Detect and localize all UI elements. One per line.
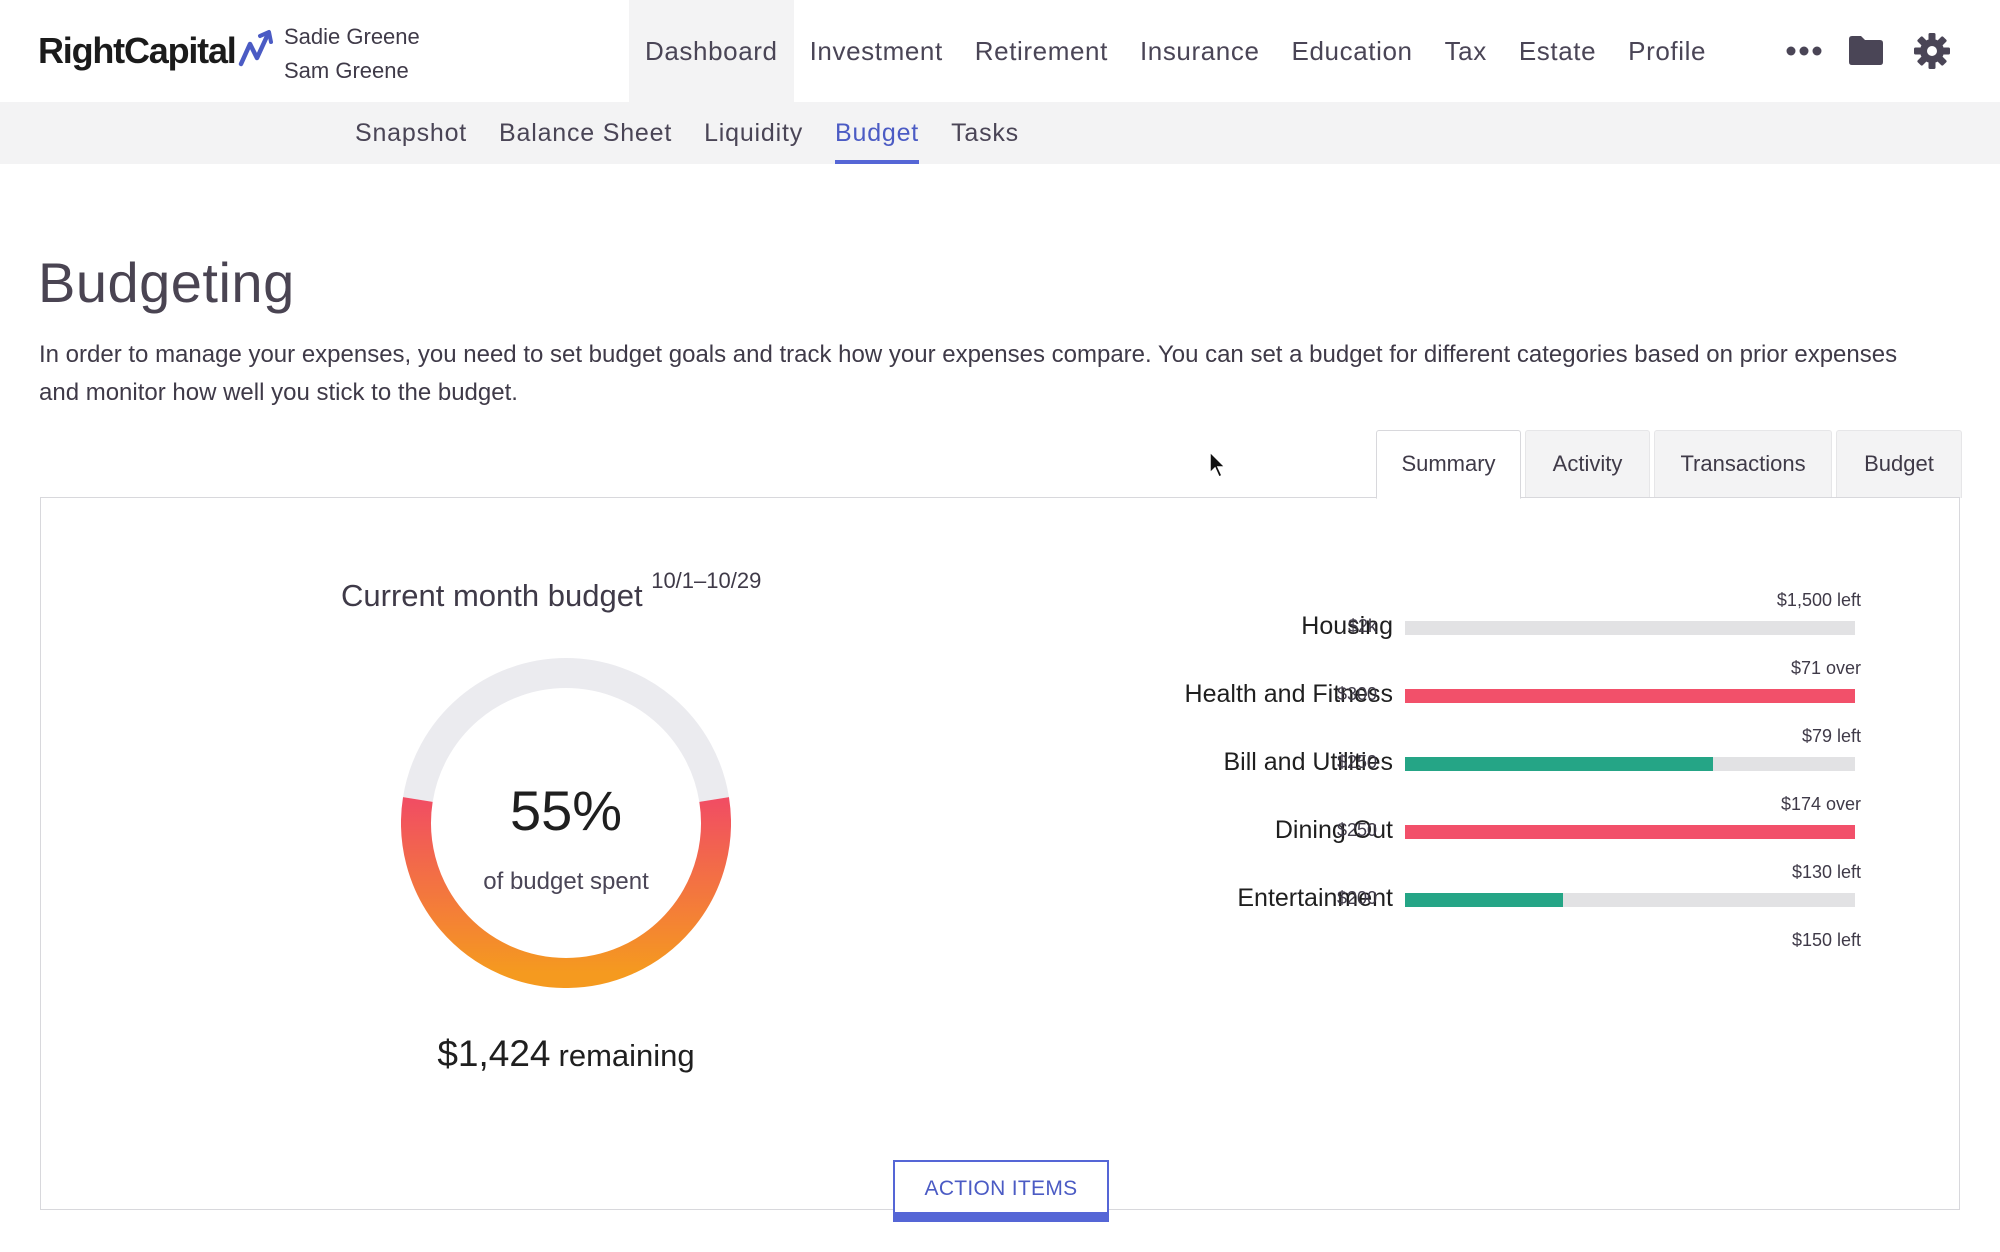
- gear-icon[interactable]: [1914, 33, 1950, 69]
- subnav-tasks[interactable]: Tasks: [951, 119, 1019, 147]
- date-range: 10/1–10/29: [651, 568, 762, 593]
- donut-track: [403, 658, 729, 802]
- category-bar-track: [1405, 689, 1855, 703]
- category-row-health-and-fitness: $71 over Health and Fitness $300: [741, 658, 1861, 726]
- subnav-budget[interactable]: Budget: [819, 102, 935, 164]
- nav-tax[interactable]: Tax: [1444, 36, 1487, 66]
- client-name-1: Sadie Greene: [284, 24, 420, 49]
- client-names[interactable]: Sadie Greene Sam Greene: [284, 20, 420, 88]
- category-row-bill-and-utilities: $79 left Bill and Utilities $250: [741, 726, 1861, 794]
- nav-insurance[interactable]: Insurance: [1139, 36, 1260, 66]
- nav-retirement[interactable]: Retirement: [974, 36, 1108, 66]
- nav-investment[interactable]: Investment: [809, 36, 943, 66]
- donut-spent-arc: [401, 797, 731, 988]
- remaining-label: remaining: [558, 1038, 695, 1073]
- folder-icon[interactable]: [1848, 34, 1884, 66]
- page-description: In order to manage your expenses, you ne…: [39, 341, 1898, 406]
- category-bar-fill: [1405, 689, 1855, 703]
- category-remaining-note: $71 over: [1790, 658, 1861, 678]
- percent-caption: of budget spent: [483, 868, 649, 895]
- tab-transactions[interactable]: Transactions: [1654, 430, 1832, 498]
- tab-activity[interactable]: Activity: [1525, 430, 1650, 498]
- category-remaining-note: $130 left: [1791, 862, 1861, 882]
- budget-donut-chart: [401, 658, 731, 988]
- nav-education[interactable]: Education: [1291, 36, 1413, 66]
- category-row-entertainment: $130 left Entertainment $200: [741, 862, 1861, 930]
- remaining-amount: $1,424: [437, 1033, 551, 1074]
- current-month-label: Current month budget: [341, 578, 643, 613]
- page-title: Budgeting: [38, 251, 295, 314]
- action-items-button[interactable]: ACTION ITEMS: [893, 1160, 1109, 1222]
- percent-spent: 55%: [509, 779, 623, 842]
- main-nav: Dashboard Investment Retirement Insuranc…: [629, 0, 1722, 102]
- category-budget-amount: $250: [1336, 752, 1377, 772]
- sub-nav-bar: Snapshot Balance Sheet Liquidity Budget …: [0, 102, 2000, 164]
- category-budget-amount: $200: [1336, 888, 1377, 908]
- current-month-title: Current month budget 10/1–10/29: [341, 568, 761, 614]
- nav-profile[interactable]: Profile: [1628, 36, 1707, 66]
- category-row-loan-payment: $150 leftLoan Payment$150: [741, 930, 1861, 950]
- category-row-dining-out: $174 over Dining Out $250: [741, 794, 1861, 862]
- category-remaining-note: $150 left: [1791, 930, 1861, 950]
- category-list: $1,500 left Housing $2k $71 over Health and …: [741, 590, 1861, 950]
- category-bar-fill: [1405, 825, 1855, 839]
- category-remaining-note: $174 over: [1780, 794, 1861, 814]
- category-budget-amount: $250: [1336, 820, 1377, 840]
- category-budget-amount: $2k: [1347, 616, 1377, 636]
- view-tabs: Summary Activity Transactions Budget: [1376, 430, 1962, 499]
- subnav-balance-sheet[interactable]: Balance Sheet: [499, 119, 673, 147]
- category-name: Housing: [1301, 612, 1393, 640]
- category-bar-fill: [1405, 757, 1713, 771]
- tab-budget[interactable]: Budget: [1836, 430, 1962, 498]
- category-row-housing: $1,500 left Housing $2k: [741, 590, 1861, 658]
- category-remaining-note: $1,500 left: [1776, 590, 1861, 610]
- sub-nav: Snapshot Balance Sheet Liquidity Budget …: [339, 102, 1035, 164]
- logo[interactable]: RightCapital: [38, 30, 280, 72]
- remaining-summary: $1,424 remaining: [371, 1033, 761, 1075]
- category-bar-track: [1405, 757, 1855, 771]
- subnav-snapshot[interactable]: Snapshot: [355, 119, 468, 147]
- nav-estate[interactable]: Estate: [1518, 36, 1597, 66]
- category-budget-amount: $300: [1336, 684, 1377, 704]
- logo-arrow-icon: [238, 30, 273, 67]
- category-remaining-note: $79 left: [1801, 726, 1861, 746]
- summary-panel: Current month budget 10/1–10/29 55% of b…: [40, 497, 1960, 1222]
- category-bar-fill: [1405, 893, 1563, 907]
- tab-summary[interactable]: Summary: [1376, 430, 1521, 499]
- category-bar-track: [1405, 621, 1855, 635]
- category-bar-track: [1405, 825, 1855, 839]
- top-bar: RightCapital Sadie Greene Sam Greene Das…: [0, 0, 2000, 102]
- more-dots-icon[interactable]: [1784, 36, 1824, 66]
- category-name: Health and Fitness: [1184, 680, 1393, 708]
- brand-name: RightCapital: [38, 30, 237, 71]
- client-name-2: Sam Greene: [284, 58, 409, 83]
- category-name: Bill and Utilities: [1223, 748, 1393, 776]
- category-name: Entertainment: [1237, 884, 1393, 912]
- subnav-liquidity[interactable]: Liquidity: [704, 119, 804, 147]
- category-bar-track: [1405, 893, 1855, 907]
- nav-dashboard[interactable]: Dashboard: [629, 0, 794, 102]
- mouse-cursor-icon: [1209, 450, 1227, 479]
- category-name: Dining Out: [1274, 816, 1393, 844]
